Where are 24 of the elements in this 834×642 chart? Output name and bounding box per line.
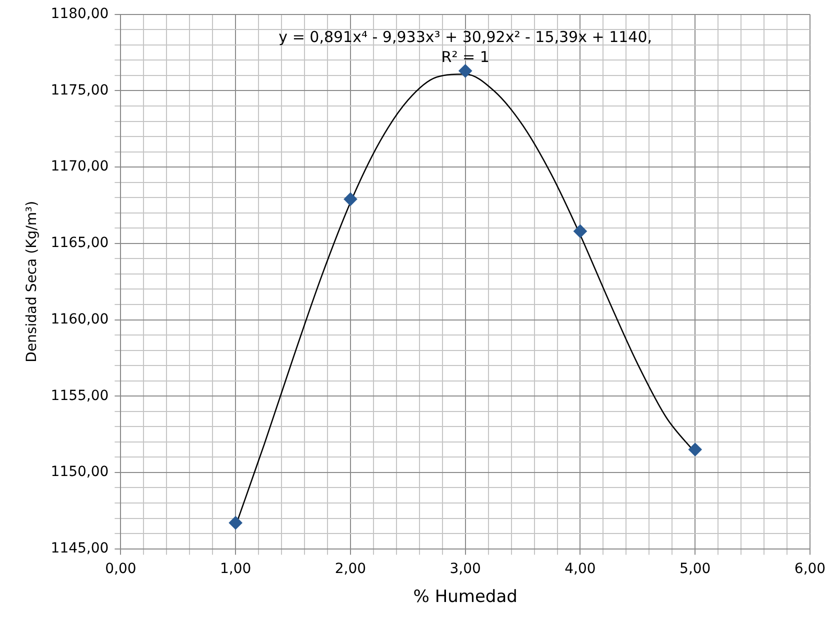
point	[344, 192, 358, 206]
y-tick-label: 1155,00	[50, 388, 109, 404]
annotation: y = 0,891x⁴ - 9,933x³ + 30,92x² - 15,39x + 1140,	[278, 28, 652, 46]
y-tick-label: 1175,00	[50, 82, 109, 98]
x-tick-label: 6,00	[794, 560, 826, 577]
y-tick-label: 1145,00	[50, 540, 109, 556]
y-tick-label: 1160,00	[50, 311, 109, 328]
point	[228, 516, 242, 530]
annotation: R² = 1	[441, 48, 490, 66]
y-tick-label: 1180,00	[50, 6, 109, 22]
y-tick-label: 1170,00	[50, 158, 109, 175]
point	[688, 442, 702, 456]
y-tick-label: 1165,00	[50, 235, 109, 252]
x-tick-label: 4,00	[564, 560, 596, 577]
point	[574, 224, 587, 238]
x-axis-title: % Humedad	[413, 587, 518, 608]
point	[458, 64, 472, 78]
x-tick-label: 1,00	[220, 560, 252, 577]
y-tick-label: 1150,00	[50, 464, 109, 480]
y-axis-title: Densidad Seca (Kg/m³)	[24, 200, 40, 362]
x-tick-label: 5,00	[680, 560, 711, 577]
x-tick-label: 3,00	[450, 560, 481, 577]
x-tick-label: 0,00	[105, 560, 136, 577]
x-tick-label: 2,00	[334, 560, 366, 577]
